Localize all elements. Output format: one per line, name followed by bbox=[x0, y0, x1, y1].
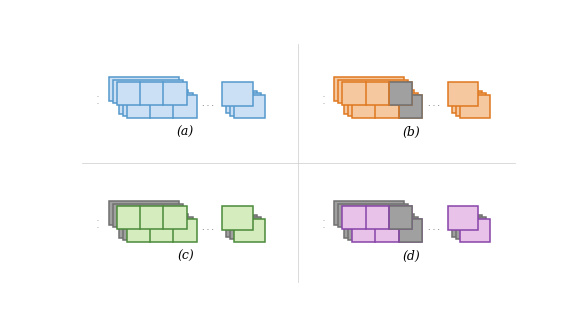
Bar bbox=[389, 206, 412, 230]
Bar bbox=[113, 80, 183, 103]
Bar bbox=[127, 95, 197, 118]
Text: .
.: . . bbox=[97, 93, 98, 105]
Bar bbox=[452, 215, 482, 237]
Text: .
.: . . bbox=[322, 217, 324, 229]
Bar bbox=[109, 78, 179, 101]
Bar bbox=[119, 214, 189, 238]
Bar bbox=[334, 78, 404, 101]
Bar bbox=[399, 95, 422, 118]
Bar bbox=[448, 206, 478, 230]
Bar bbox=[222, 82, 253, 106]
Bar bbox=[460, 219, 491, 242]
Text: (a): (a) bbox=[177, 126, 194, 139]
Bar bbox=[230, 93, 261, 116]
Bar bbox=[338, 80, 408, 103]
Text: . . .: . . . bbox=[428, 99, 439, 108]
Bar bbox=[399, 219, 422, 242]
Bar bbox=[127, 219, 197, 242]
Bar bbox=[348, 216, 418, 240]
Bar bbox=[117, 206, 187, 230]
Bar bbox=[342, 82, 412, 106]
Text: . . .: . . . bbox=[202, 99, 214, 108]
Bar bbox=[226, 91, 257, 113]
Bar bbox=[344, 214, 414, 238]
Bar bbox=[113, 204, 183, 227]
Text: .
.: . . bbox=[97, 217, 98, 229]
Bar bbox=[452, 91, 482, 113]
Bar bbox=[222, 206, 253, 230]
Bar bbox=[117, 82, 187, 106]
Text: . . .: . . . bbox=[202, 223, 214, 232]
Bar bbox=[234, 95, 265, 118]
Bar bbox=[344, 90, 414, 114]
Bar bbox=[456, 93, 487, 116]
Bar bbox=[338, 204, 408, 227]
Bar bbox=[348, 92, 418, 116]
Bar bbox=[226, 215, 257, 237]
Bar bbox=[109, 202, 179, 225]
Bar bbox=[119, 90, 189, 114]
Bar bbox=[342, 206, 412, 230]
Text: (c): (c) bbox=[177, 250, 194, 263]
Bar bbox=[460, 95, 491, 118]
Bar bbox=[234, 219, 265, 242]
Bar bbox=[230, 217, 261, 240]
Bar bbox=[123, 216, 193, 240]
Text: (d): (d) bbox=[402, 250, 420, 263]
Bar bbox=[456, 217, 487, 240]
Text: (b): (b) bbox=[402, 126, 420, 139]
Bar bbox=[352, 95, 422, 118]
Bar bbox=[389, 82, 412, 106]
Bar bbox=[334, 202, 404, 225]
Text: .
.: . . bbox=[322, 93, 324, 105]
Bar bbox=[352, 219, 422, 242]
Bar bbox=[123, 92, 193, 116]
Text: . . .: . . . bbox=[428, 223, 439, 232]
Bar bbox=[448, 82, 478, 106]
